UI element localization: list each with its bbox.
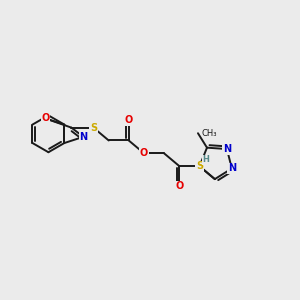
Text: N: N <box>195 161 203 171</box>
Text: O: O <box>140 148 148 158</box>
Text: O: O <box>175 181 184 191</box>
Text: S: S <box>90 123 97 133</box>
Text: S: S <box>196 161 203 171</box>
Text: O: O <box>41 113 50 123</box>
Text: H: H <box>202 155 209 164</box>
Text: N: N <box>79 132 88 142</box>
Text: CH₃: CH₃ <box>202 129 217 138</box>
Text: O: O <box>124 116 133 125</box>
Text: N: N <box>228 164 236 173</box>
Text: N: N <box>223 144 231 154</box>
